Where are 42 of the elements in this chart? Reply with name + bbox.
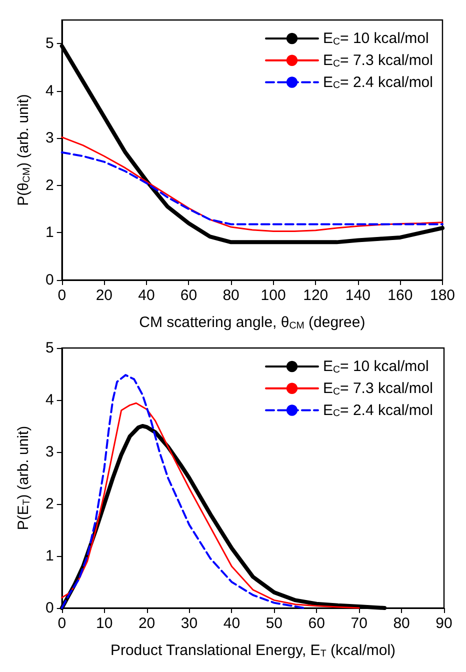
y-tick-label: 4 xyxy=(46,82,54,100)
legend-label: EC= 2.4 kcal/mol xyxy=(322,74,434,92)
legend-label: EC= 10 kcal/mol xyxy=(322,30,429,48)
y-tick-label: 1 xyxy=(46,548,54,564)
legend-label: EC= 2.4 kcal/mol xyxy=(322,402,434,420)
x-axis-title: CM scattering angle, θCM (degree) xyxy=(139,314,366,332)
y-tick-label: 5 xyxy=(46,35,54,52)
y-tick-label: 3 xyxy=(46,444,54,460)
y-tick-label: 0 xyxy=(46,600,54,616)
x-tick-label: 10 xyxy=(96,615,113,632)
x-tick-label: 20 xyxy=(138,615,156,632)
x-tick-label: 0 xyxy=(58,615,66,632)
y-tick-label: 2 xyxy=(46,176,54,194)
y-tick-label: 2 xyxy=(46,496,54,512)
x-tick-label: 160 xyxy=(388,287,413,304)
x-tick-label: 140 xyxy=(345,287,370,304)
y-tick-label: 1 xyxy=(46,224,54,242)
x-tick-label: 60 xyxy=(180,287,198,304)
x-tick-label: 80 xyxy=(393,615,410,632)
x-tick-label: 180 xyxy=(430,287,455,304)
x-tick-label: 90 xyxy=(436,615,452,632)
x-tick-label: 20 xyxy=(96,287,113,304)
x-tick-label: 50 xyxy=(266,615,283,632)
y-axis-title: P(θCM) (arb. unit) xyxy=(15,94,32,206)
y-tick-label: 5 xyxy=(46,340,54,356)
x-tick-label: 40 xyxy=(223,615,240,632)
y-tick-label: 0 xyxy=(46,272,54,288)
x-tick-label: 80 xyxy=(222,287,240,304)
x-tick-label: 120 xyxy=(303,287,328,304)
legend-label: EC= 7.3 kcal/mol xyxy=(322,380,434,398)
y-tick-label: 3 xyxy=(46,130,54,147)
legend-label: EC= 10 kcal/mol xyxy=(322,358,429,376)
y-axis-title: P(ET) (arb. unit) xyxy=(15,426,32,530)
y-tick-label: 4 xyxy=(46,392,54,408)
legend-label: EC= 7.3 kcal/mol xyxy=(322,52,434,70)
x-tick-label: 30 xyxy=(180,615,198,632)
x-tick-label: 70 xyxy=(350,615,368,632)
x-axis-title: Product Translational Energy, ET (kcal/mol) xyxy=(110,642,396,660)
x-tick-label: 100 xyxy=(260,287,286,304)
x-tick-label: 0 xyxy=(58,287,66,304)
x-tick-label: 40 xyxy=(138,287,155,304)
x-tick-label: 60 xyxy=(308,615,325,632)
